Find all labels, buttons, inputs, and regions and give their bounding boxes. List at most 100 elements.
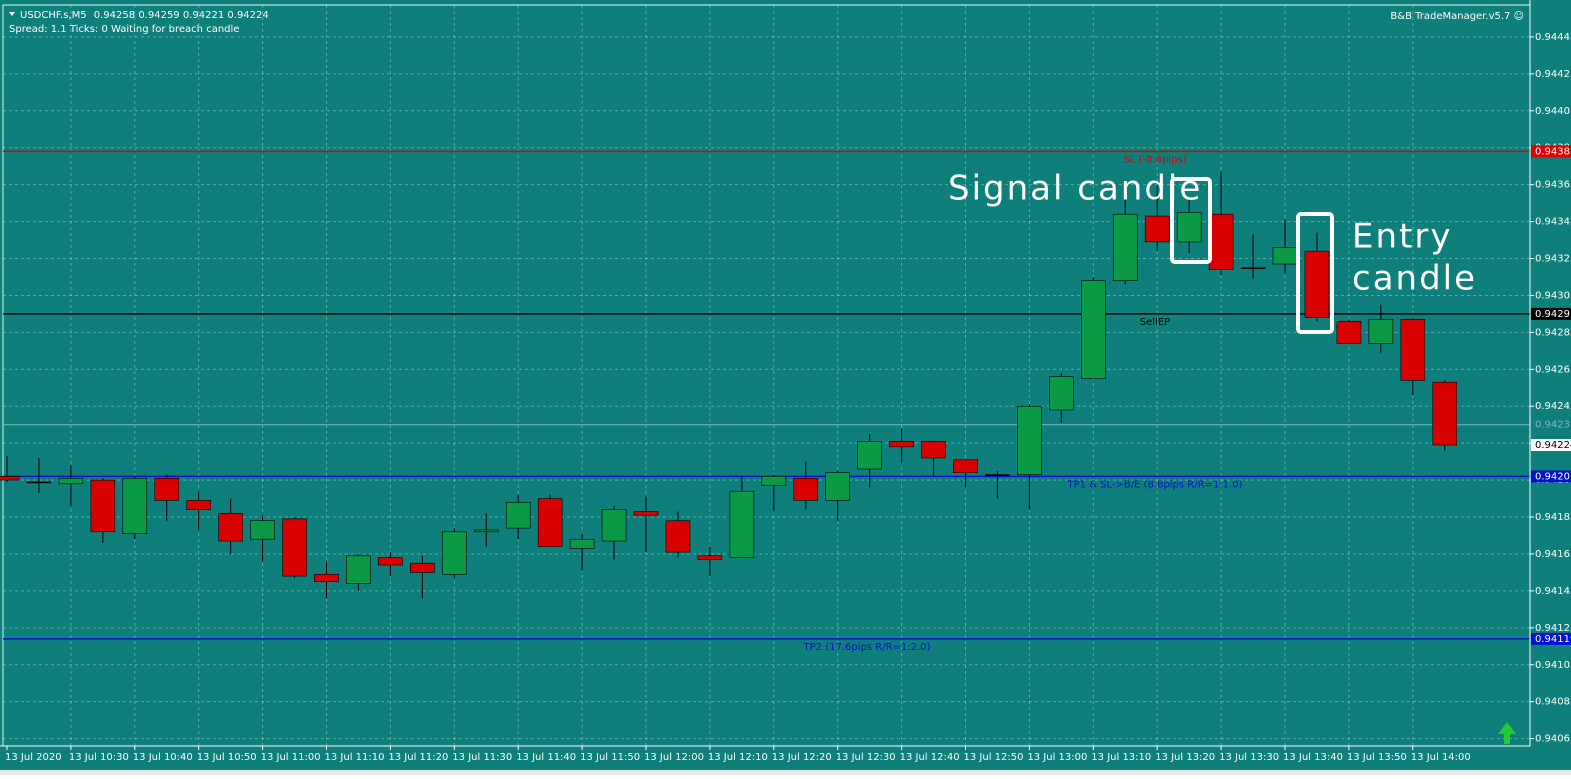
x-tick-label: 13 Jul 12:20	[772, 752, 832, 763]
level-label: TP1 & SL->B/E (8.8pips R/R=1:1.0)	[1067, 479, 1243, 490]
y-tick-label: 0.94345	[1535, 217, 1571, 228]
y-tick-label: 0.94245	[1535, 401, 1571, 412]
y-tick-label: 0.94065	[1535, 734, 1571, 745]
ohlc-close: 0.94224	[227, 10, 268, 21]
y-tick-label: 0.94105	[1535, 660, 1571, 671]
menu-triangle[interactable]	[9, 12, 15, 16]
level-price-box	[1531, 470, 1571, 483]
x-tick-label: 13 Jul 13:20	[1155, 752, 1215, 763]
candle-body	[0, 476, 20, 481]
candle-body	[473, 529, 499, 533]
x-tick-label: 13 Jul 10:40	[133, 752, 193, 763]
candle-body	[985, 474, 1010, 476]
candle-body	[761, 476, 787, 486]
y-tick-label: 0.94185	[1535, 512, 1571, 523]
entry-box	[1296, 212, 1334, 334]
annotation: Signal candle	[948, 169, 1202, 209]
level-price-box	[1531, 307, 1571, 320]
y-tick-label: 0.94425	[1535, 69, 1571, 80]
y-tick-label: 0.94305	[1535, 290, 1571, 301]
x-tick-label: 13 Jul 11:50	[580, 752, 640, 763]
x-tick-label: 13 Jul 13:10	[1091, 752, 1151, 763]
x-tick-label: 13 Jul 14:00	[1411, 752, 1471, 763]
candle-body	[825, 472, 851, 501]
candle-body	[729, 490, 755, 558]
ohlc-open: 0.94258	[94, 10, 135, 21]
candle-body	[154, 477, 180, 501]
x-tick-label: 13 Jul 11:30	[452, 752, 512, 763]
current-price-box	[1531, 439, 1571, 452]
y-tick-label: 0.94265	[1535, 364, 1571, 375]
candle-body	[1144, 215, 1170, 243]
ohlc-high: 0.94259	[138, 10, 179, 21]
candle-body	[441, 531, 467, 575]
x-tick-label: 13 Jul 13:40	[1283, 752, 1343, 763]
candle-body	[505, 501, 531, 529]
candle-body	[1176, 212, 1202, 243]
signal-box	[1170, 177, 1212, 264]
candle-body	[346, 555, 371, 584]
candle-body	[58, 477, 84, 485]
level-price-box	[1531, 632, 1571, 645]
candle-body	[857, 441, 882, 470]
candle-body	[1304, 250, 1330, 318]
level-label: SellEP	[1140, 317, 1170, 328]
x-tick-label: 13 Jul 12:30	[836, 752, 896, 763]
x-tick-label: 13 Jul 11:10	[325, 752, 385, 763]
candle-body	[1368, 319, 1394, 344]
x-tick-label: 13 Jul 11:40	[516, 752, 576, 763]
annotation: candle	[1352, 259, 1477, 299]
x-tick-label: 13 Jul 2020	[5, 752, 62, 763]
candle-body	[1432, 381, 1458, 446]
header: USDCHF.s,M5 0.94258 0.94259 0.94221 0.94…	[20, 10, 269, 21]
y-tick-label: 0.94285	[1535, 327, 1571, 338]
candle-body	[1272, 247, 1298, 265]
candle-body	[665, 520, 691, 553]
candle-body	[218, 513, 243, 542]
ask-price-box	[1531, 418, 1571, 431]
y-tick-label: 0.94145	[1535, 586, 1571, 597]
x-tick-label: 13 Jul 13:00	[1027, 752, 1087, 763]
candle-body	[793, 477, 819, 501]
candle-body	[250, 520, 275, 540]
candle-body	[569, 538, 595, 549]
candle-body	[537, 498, 563, 547]
candle-body	[1081, 280, 1106, 379]
candle-body	[1400, 319, 1426, 381]
candle-body	[410, 562, 435, 573]
x-tick-label: 13 Jul 10:50	[197, 752, 257, 763]
bottom-strip	[0, 770, 1571, 775]
ask-price: 0.94235	[1535, 420, 1571, 431]
x-tick-label: 13 Jul 11:00	[261, 752, 321, 763]
level-price: 0.94119	[1535, 634, 1571, 645]
buy-arrow[interactable]	[1498, 722, 1516, 744]
y-tick-label: 0.94365	[1535, 180, 1571, 191]
x-tick-label: 13 Jul 12:50	[964, 752, 1024, 763]
x-tick-label: 13 Jul 12:10	[708, 752, 768, 763]
y-tick-label: 0.94125	[1535, 623, 1571, 634]
candle-body	[282, 518, 307, 577]
y-tick-label: 0.94165	[1535, 549, 1571, 560]
candle-body	[186, 500, 211, 510]
levels: SL (-8.8pips) SellEP TP1 & SL->B/E (8.8pip…	[3, 150, 1530, 653]
candle-body	[1336, 320, 1362, 344]
x-tick-label: 13 Jul 13:30	[1219, 752, 1279, 763]
candle-body	[122, 477, 148, 534]
level-price: 0.94383	[1535, 146, 1571, 157]
y-tick-label: 0.94085	[1535, 697, 1571, 708]
level-price: 0.94207	[1535, 471, 1571, 482]
x-tick-label: 13 Jul 12:00	[644, 752, 704, 763]
candle-body	[697, 555, 723, 560]
candle-body	[889, 441, 914, 448]
x-tick-label: 13 Jul 12:40	[900, 752, 960, 763]
candle-body	[1112, 213, 1138, 281]
candle-body	[921, 441, 946, 459]
candle-body	[1017, 405, 1042, 475]
y-tick-label: 0.94405	[1535, 106, 1571, 117]
candle-body	[1240, 267, 1266, 270]
candle-body	[90, 479, 116, 533]
current-price: 0.94224	[1535, 440, 1571, 451]
indicator-name: B&B TradeManager.v5.7 ☺	[1390, 11, 1524, 22]
